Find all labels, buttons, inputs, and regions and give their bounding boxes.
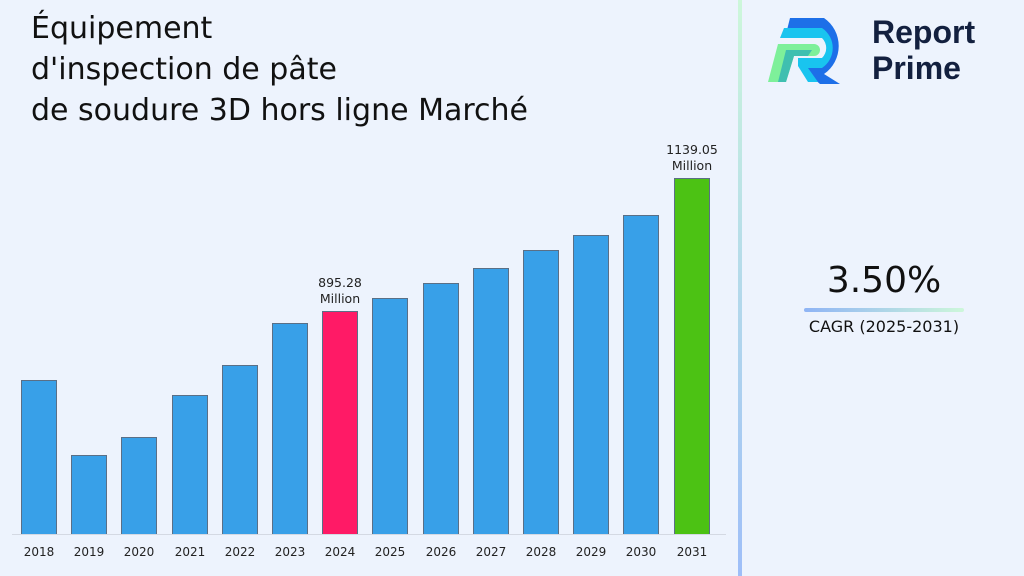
- bar-2020: [121, 437, 157, 534]
- vertical-divider: [738, 0, 742, 576]
- brand-name: Report Prime: [872, 14, 975, 86]
- x-tick-label: 2028: [525, 545, 557, 559]
- bar-2029: [573, 235, 609, 534]
- bar-2027: [473, 268, 509, 534]
- x-tick-label: 2018: [23, 545, 55, 559]
- bar-2025: [372, 298, 408, 534]
- bar-2026: [423, 283, 459, 534]
- title-line-2: d'inspection de pâte: [31, 52, 337, 87]
- x-tick-label: 2022: [224, 545, 256, 559]
- x-tick-label: 2031: [676, 545, 708, 559]
- bar-2021: [172, 395, 208, 534]
- brand-line-2: Prime: [872, 50, 961, 86]
- bar-2018: [21, 380, 57, 534]
- bar-2028: [523, 250, 559, 534]
- cagr-underline: [804, 308, 964, 312]
- x-tick-label: 2030: [625, 545, 657, 559]
- cagr-value: 3.50%: [826, 260, 942, 301]
- x-tick-label: 2027: [475, 545, 507, 559]
- x-axis-baseline: [12, 534, 726, 535]
- report-prime-logo-icon: [768, 18, 840, 84]
- title-line-3: de soudure 3D hors ligne Marché: [31, 93, 528, 128]
- value-label-2024: 895.28 Million: [318, 275, 362, 306]
- x-tick-label: 2025: [374, 545, 406, 559]
- bar-chart: 2018 2019 2020 2021 2022 2023 2024 895.28 Millio…: [12, 142, 726, 559]
- x-tick-label: 2023: [274, 545, 306, 559]
- title-line-1: Équipement: [31, 11, 213, 46]
- x-tick-label: 2021: [174, 545, 206, 559]
- value-label-2031: 1139.05 Million: [666, 142, 718, 173]
- cagr-label: CAGR (2025-2031): [808, 317, 960, 336]
- bar-2022: [222, 365, 258, 534]
- bar-2031: [674, 178, 710, 534]
- x-tick-label: 2019: [73, 545, 105, 559]
- x-tick-label: 2024: [324, 545, 356, 559]
- bar-2019: [71, 455, 107, 534]
- bar-2030: [623, 215, 659, 534]
- x-tick-label: 2029: [575, 545, 607, 559]
- x-tick-label: 2020: [123, 545, 155, 559]
- bar-2024: [322, 311, 358, 534]
- brand-line-1: Report: [872, 14, 976, 50]
- x-tick-label: 2026: [425, 545, 457, 559]
- chart-title: Équipement d'inspection de pâte de soudu…: [31, 8, 528, 131]
- bar-2023: [272, 323, 308, 534]
